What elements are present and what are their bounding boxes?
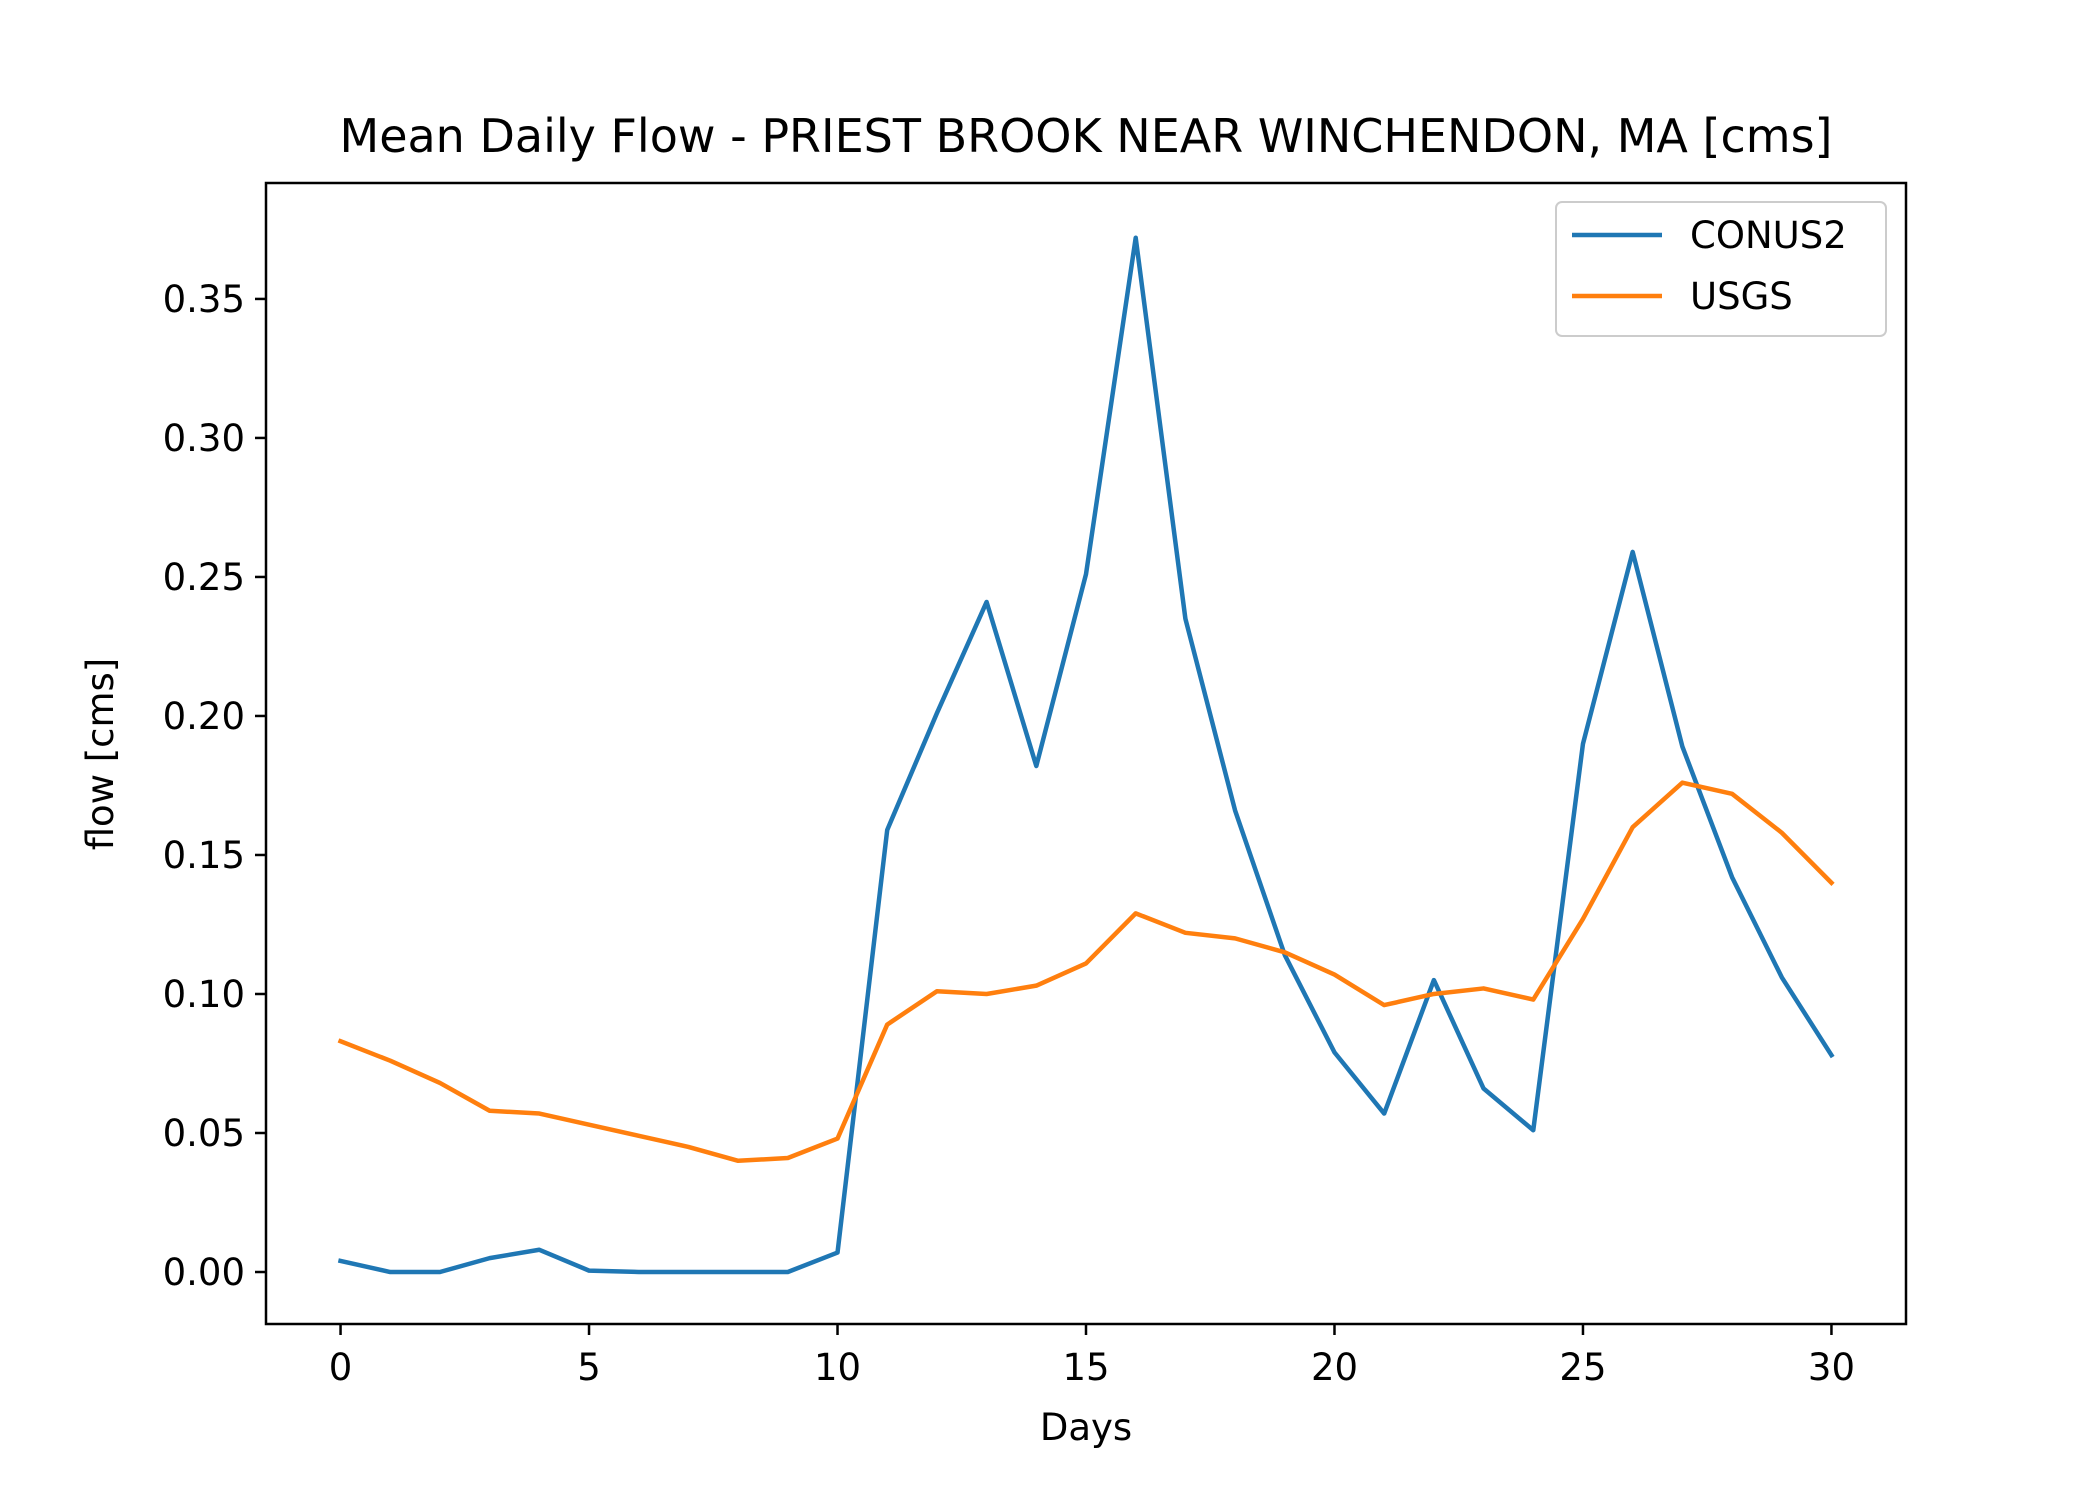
x-tick-label: 10 bbox=[814, 1346, 861, 1389]
x-tick-label: 20 bbox=[1311, 1346, 1358, 1389]
y-tick-label: 0.35 bbox=[163, 278, 245, 321]
x-tick-label: 25 bbox=[1559, 1346, 1606, 1389]
x-axis: 0 5 10 15 20 25 30 bbox=[329, 1324, 1855, 1389]
x-tick-label: 30 bbox=[1808, 1346, 1855, 1389]
x-tick-label: 15 bbox=[1062, 1346, 1109, 1389]
y-tick-label: 0.15 bbox=[163, 834, 245, 877]
y-tick-label: 0.25 bbox=[163, 556, 245, 599]
y-tick-label: 0.05 bbox=[163, 1112, 245, 1155]
x-tick-label: 0 bbox=[329, 1346, 353, 1389]
y-tick-label: 0.10 bbox=[163, 973, 245, 1016]
y-tick-label: 0.30 bbox=[163, 417, 245, 460]
y-axis-label: flow [cms] bbox=[79, 658, 122, 851]
x-tick-label: 5 bbox=[577, 1346, 601, 1389]
legend-label-usgs: USGS bbox=[1690, 275, 1793, 318]
chart-title: Mean Daily Flow - PRIEST BROOK NEAR WINC… bbox=[340, 109, 1833, 163]
series-layer bbox=[337, 235, 1835, 1275]
y-tick-label: 0.20 bbox=[163, 695, 245, 738]
y-tick-label: 0.00 bbox=[163, 1251, 245, 1294]
legend-label-conus2: CONUS2 bbox=[1690, 214, 1847, 257]
legend: CONUS2 USGS bbox=[1555, 201, 1887, 337]
x-axis-label: Days bbox=[1040, 1406, 1132, 1449]
y-axis: 0.00 0.05 0.10 0.15 0.20 0.25 0.30 0.35 bbox=[163, 278, 266, 1294]
